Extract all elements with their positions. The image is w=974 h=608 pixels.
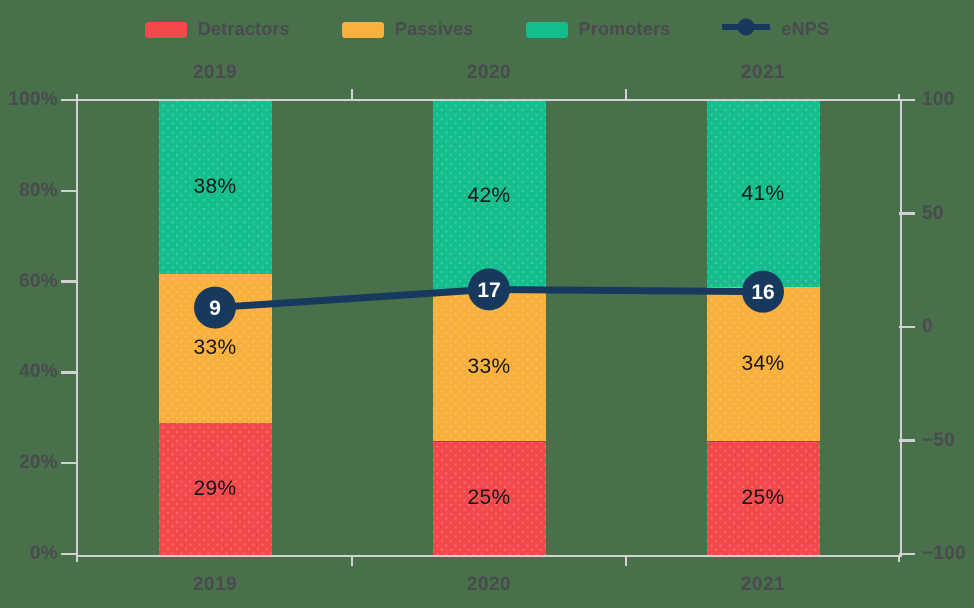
legend-item-passives[interactable]: Passives — [341, 19, 474, 40]
bar-segment-value-label: 34% — [741, 352, 785, 376]
right-axis-label: −50 — [922, 429, 956, 451]
right-axis-tick — [899, 439, 915, 442]
left-axis-tick — [61, 461, 77, 465]
bottom-category-label: 2020 — [466, 574, 512, 595]
chart-legend: Detractors Passives Promoters eNPS — [0, 18, 974, 41]
axis-corner-tick — [75, 556, 78, 562]
bar-segment-passives-2020: 33% — [432, 291, 546, 442]
bar-segment-value-label: 38% — [193, 175, 237, 199]
legend-item-label: Promoters — [578, 19, 671, 39]
bar-segment-detractors-2021: 25% — [706, 441, 820, 555]
top-category-label: 2020 — [466, 62, 512, 83]
left-axis-label: 0% — [29, 543, 58, 564]
right-axis-label: 100 — [922, 89, 955, 110]
right-axis-label: 0 — [922, 316, 933, 337]
axis-corner-tick — [897, 556, 900, 562]
bar-segment-passives-2021: 34% — [706, 287, 820, 442]
left-axis-label: 40% — [19, 361, 58, 383]
right-axis-tick — [899, 552, 915, 556]
passives-swatch-icon — [341, 21, 384, 38]
bar-segment-value-label: 29% — [193, 477, 237, 501]
left-axis-tick — [61, 189, 77, 193]
right-axis-tick — [899, 325, 915, 329]
top-boundary-tick — [624, 89, 628, 99]
legend-item-enps[interactable]: eNPS — [720, 18, 830, 41]
bottom-boundary-tick — [350, 556, 354, 566]
promoters-swatch-icon — [525, 21, 568, 38]
axis-corner-tick — [897, 94, 900, 100]
bar-segment-value-label: 41% — [741, 182, 785, 206]
left-axis-tick — [61, 371, 77, 374]
right-axis-tick — [899, 212, 915, 215]
bar-segment-value-label: 33% — [193, 336, 237, 360]
bottom-category-label: 2019 — [192, 574, 238, 595]
bottom-category-label: 2021 — [740, 574, 786, 595]
left-axis-label: 60% — [19, 270, 58, 292]
right-axis-label: −100 — [922, 543, 966, 564]
left-axis-label: 80% — [19, 179, 58, 201]
line-marker-icon — [720, 18, 773, 41]
legend-item-label: Detractors — [197, 19, 290, 39]
bottom-boundary-tick — [624, 556, 628, 566]
bar-segment-promoters-2019: 38% — [158, 101, 272, 274]
right-axis-tick — [899, 98, 915, 102]
top-category-label: 2021 — [740, 62, 786, 83]
bar-segment-value-label: 25% — [741, 486, 785, 510]
bar-segment-promoters-2020: 42% — [432, 101, 546, 292]
left-axis-tick — [61, 552, 77, 556]
legend-item-detractors[interactable]: Detractors — [144, 19, 290, 40]
bar-segment-detractors-2020: 25% — [432, 441, 546, 555]
legend-item-promoters[interactable]: Promoters — [525, 19, 671, 40]
bar-segment-promoters-2021: 41% — [706, 101, 820, 288]
top-boundary-tick — [350, 89, 354, 99]
left-axis-label: 100% — [8, 89, 58, 110]
bar-segment-value-label: 25% — [467, 486, 511, 510]
legend-item-label: Passives — [394, 19, 474, 39]
bar-segment-detractors-2019: 29% — [158, 423, 272, 555]
left-axis-tick — [61, 280, 77, 283]
bar-segment-value-label: 42% — [467, 184, 511, 208]
right-axis-label: 50 — [922, 202, 944, 224]
detractors-swatch-icon — [144, 21, 187, 38]
bar-segment-passives-2019: 33% — [158, 273, 272, 424]
top-category-label: 2019 — [192, 62, 238, 83]
left-axis-label: 20% — [19, 452, 58, 474]
legend-item-label: eNPS — [781, 19, 830, 39]
axis-corner-tick — [75, 94, 78, 100]
left-axis-tick — [61, 98, 77, 102]
bar-segment-value-label: 33% — [467, 354, 511, 378]
